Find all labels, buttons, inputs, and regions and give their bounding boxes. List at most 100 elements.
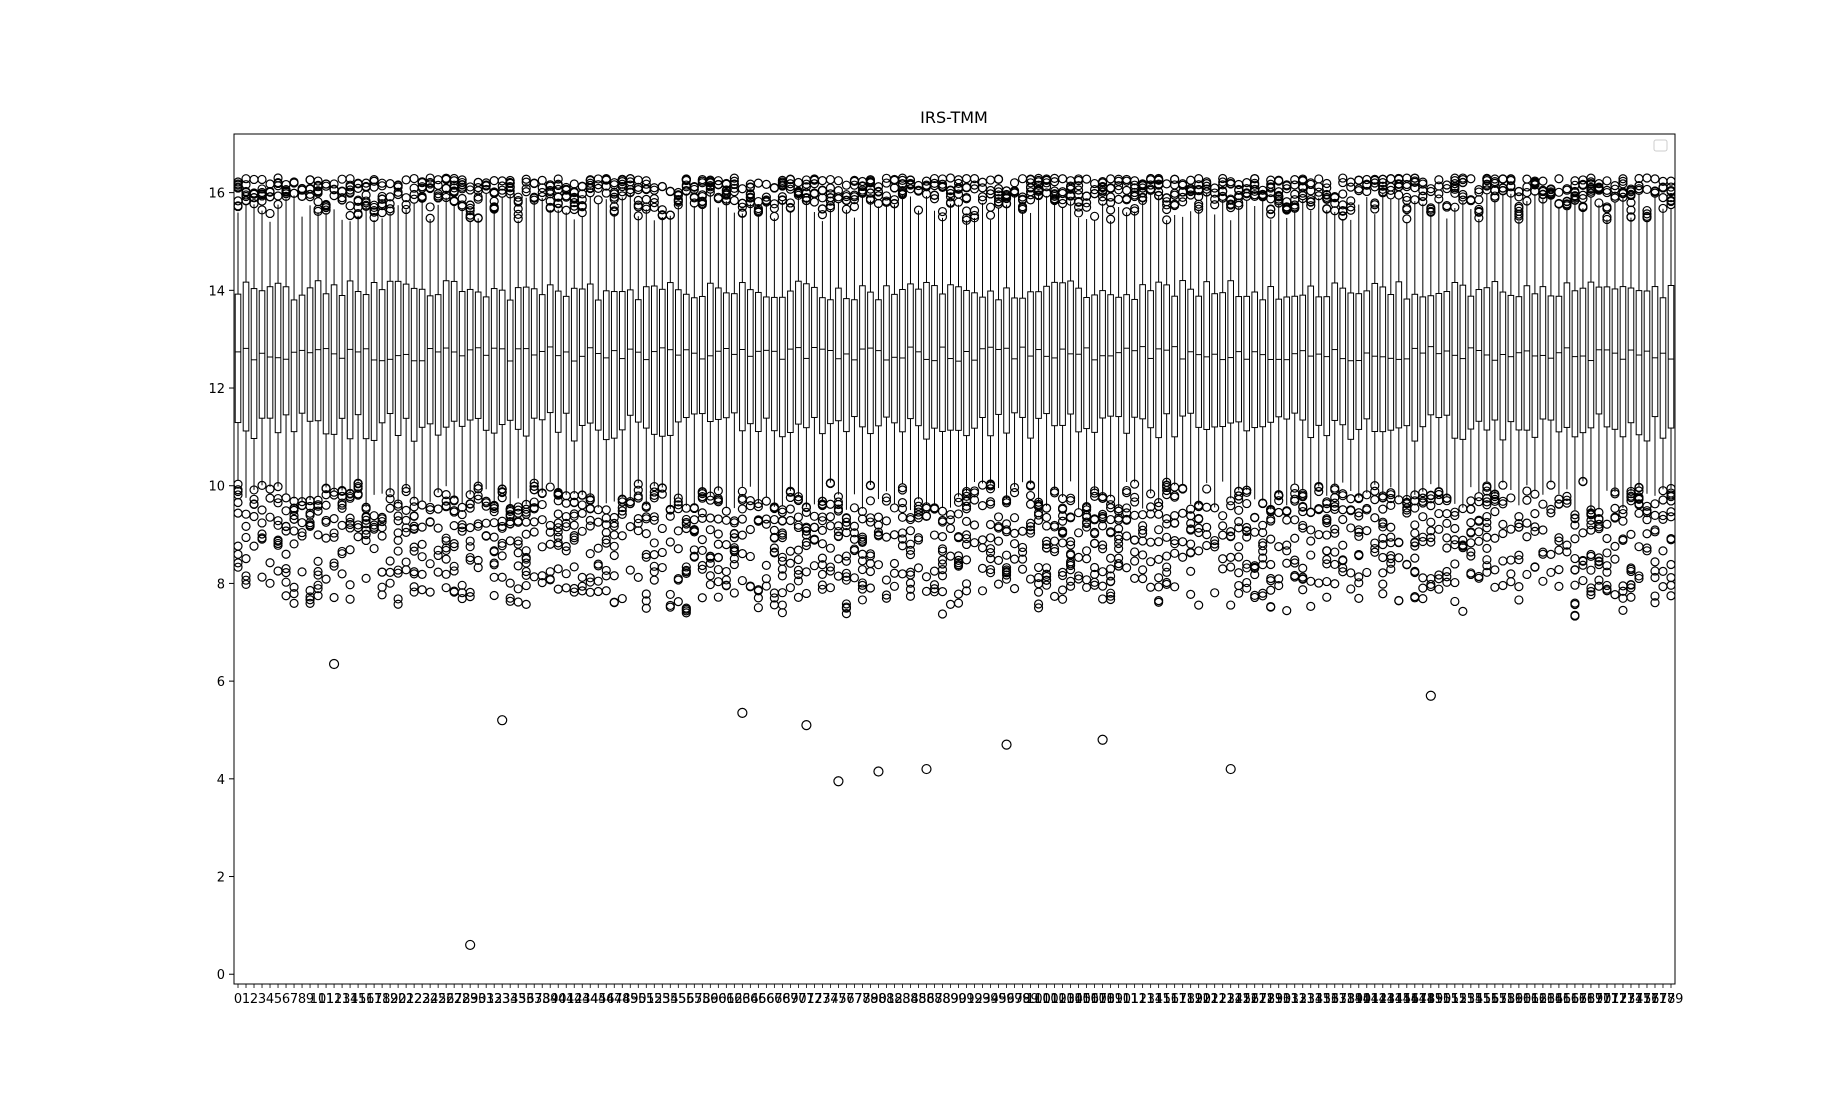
outlier-point — [289, 510, 299, 521]
outlier-point — [513, 209, 523, 219]
outlier-point — [873, 560, 884, 570]
outlier-point — [449, 539, 459, 549]
outlier-point — [1057, 504, 1068, 514]
outlier-point — [433, 180, 443, 191]
outlier-point — [1338, 491, 1348, 501]
box-28 — [457, 175, 467, 604]
outlier-point — [457, 580, 467, 590]
iqr-box — [402, 283, 410, 419]
outlier-point — [249, 511, 259, 522]
outlier-point — [689, 182, 699, 192]
box-167 — [1570, 176, 1580, 621]
outlier-point — [1346, 523, 1356, 533]
iqr-box — [1659, 297, 1667, 439]
outlier-point — [481, 498, 491, 508]
outlier-point — [1202, 540, 1212, 551]
iqr-box — [979, 296, 986, 418]
outlier-point — [569, 198, 579, 208]
outlier-point — [1314, 486, 1324, 497]
outlier-point — [1130, 547, 1140, 557]
outlier-point — [697, 199, 707, 210]
outlier-point — [1546, 184, 1556, 194]
outlier-point — [689, 503, 699, 514]
x-tick-label: 11 — [318, 992, 335, 1007]
outlier-point — [1290, 489, 1300, 499]
outlier-point — [1162, 551, 1172, 561]
outlier-point — [1594, 524, 1604, 534]
outlier-point — [1538, 176, 1548, 186]
x-tick-label: 107 — [1082, 992, 1107, 1007]
box-154 — [1466, 174, 1476, 580]
outlier-point — [1258, 527, 1268, 538]
outlier-point — [1626, 563, 1636, 573]
outlier-point — [905, 539, 916, 549]
outlier-point — [993, 579, 1004, 589]
outlier-point — [1530, 509, 1540, 519]
x-tick-label: 174 — [1619, 992, 1644, 1007]
outlier-point — [345, 594, 355, 604]
x-tick-label: 45 — [590, 992, 607, 1007]
outlier-point — [1650, 557, 1660, 567]
box-144 — [1386, 173, 1396, 574]
outlier-point — [1458, 606, 1468, 616]
outlier-point — [729, 533, 739, 543]
outlier-point — [953, 598, 964, 608]
iqr-box — [290, 299, 298, 433]
iqr-box — [1035, 291, 1042, 419]
outlier-point — [513, 192, 523, 202]
box-50 — [633, 175, 643, 583]
outlier-point — [305, 510, 315, 520]
outlier-point — [977, 563, 988, 573]
outlier-point — [345, 201, 355, 211]
outlier-point — [553, 509, 563, 519]
outlier-point — [1410, 503, 1420, 513]
outlier-point — [945, 515, 956, 525]
x-tick-label: 25 — [430, 992, 447, 1007]
outlier-point — [737, 575, 747, 586]
outlier-point — [985, 548, 996, 558]
x-tick-label: 61 — [718, 992, 735, 1007]
outlier-point — [1057, 174, 1068, 184]
outlier-point — [1298, 585, 1308, 595]
outlier-point — [321, 205, 331, 215]
outlier-point — [841, 517, 852, 527]
outlier-point — [537, 175, 547, 185]
outlier-point — [801, 537, 811, 547]
outlier-point — [1338, 555, 1348, 565]
outlier-point — [1626, 566, 1636, 577]
outlier-point — [321, 181, 331, 191]
outlier-point — [1250, 562, 1260, 572]
outlier-point — [609, 541, 619, 551]
outlier-point — [241, 575, 251, 585]
outlier-point — [521, 599, 531, 610]
outlier-point — [697, 197, 707, 207]
outlier-point — [1170, 190, 1180, 200]
outlier-point — [1065, 549, 1076, 559]
outlier-point — [921, 586, 932, 596]
outlier-point — [1434, 584, 1444, 594]
outlier-point — [873, 527, 884, 537]
outlier-point — [1538, 576, 1548, 586]
outlier-point — [1258, 588, 1268, 598]
outlier-point — [1570, 553, 1580, 564]
box-133 — [1298, 174, 1308, 595]
outlier-point — [529, 178, 539, 189]
outlier-point — [1226, 527, 1236, 537]
x-tick-label: 15 — [350, 992, 367, 1007]
outlier-point — [489, 503, 499, 514]
box-170 — [1594, 179, 1604, 591]
outlier-point — [249, 541, 259, 551]
outlier-point — [1322, 592, 1332, 602]
outlier-point — [537, 499, 547, 510]
outlier-point — [1450, 510, 1460, 521]
outlier-point — [601, 586, 611, 596]
outlier-point — [609, 518, 619, 528]
outlier-point — [729, 554, 739, 564]
outlier-point — [409, 542, 419, 552]
outlier-point — [1386, 174, 1396, 184]
box-124 — [1226, 177, 1236, 610]
outlier-point — [577, 500, 587, 510]
outlier-point — [961, 555, 972, 565]
iqr-box — [1515, 296, 1523, 431]
outlier-point — [1578, 528, 1588, 538]
